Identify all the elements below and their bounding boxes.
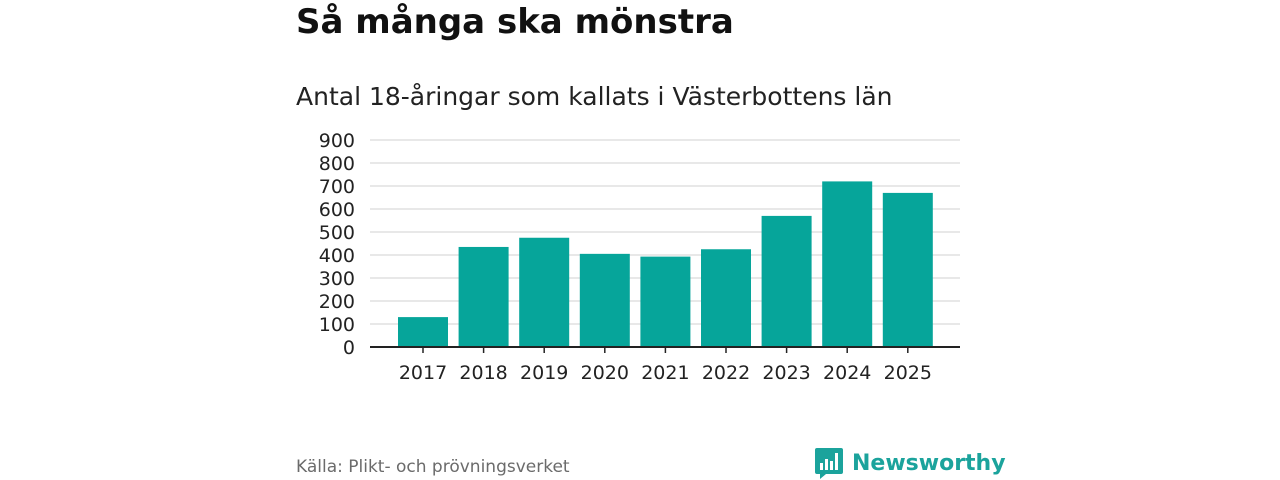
chart-title: Så många ska mönstra bbox=[296, 2, 734, 42]
y-tick-label: 100 bbox=[319, 314, 355, 336]
x-tick-label: 2025 bbox=[884, 362, 932, 384]
bar-2020 bbox=[579, 253, 630, 347]
axes bbox=[370, 346, 960, 353]
bar-2021 bbox=[640, 256, 691, 347]
brand-logo: Newsworthy bbox=[814, 446, 1006, 480]
y-tick-label: 200 bbox=[319, 291, 355, 313]
x-tick-label: 2023 bbox=[762, 362, 810, 384]
bar-2023 bbox=[761, 215, 812, 347]
y-tick-label: 600 bbox=[319, 199, 355, 221]
bars bbox=[398, 181, 933, 347]
brand-name: Newsworthy bbox=[852, 450, 1006, 476]
y-tick-label: 500 bbox=[319, 222, 355, 244]
x-tick-label: 2019 bbox=[520, 362, 568, 384]
x-tick-label: 2017 bbox=[399, 362, 447, 384]
chart-subtitle: Antal 18-åringar som kallats i Västerbot… bbox=[296, 82, 893, 111]
source-note: Källa: Plikt- och prövningsverket bbox=[296, 457, 570, 477]
bar-2025 bbox=[882, 192, 933, 347]
x-tick-label: 2021 bbox=[641, 362, 689, 384]
y-tick-label: 400 bbox=[319, 245, 355, 267]
bar-2017 bbox=[398, 317, 448, 347]
bar-2022 bbox=[701, 249, 751, 347]
y-tick-label: 900 bbox=[319, 130, 355, 152]
y-tick-label: 0 bbox=[343, 337, 355, 359]
newsworthy-logo-icon bbox=[815, 448, 843, 479]
x-tick-label: 2024 bbox=[823, 362, 871, 384]
x-tick-label: 2020 bbox=[581, 362, 629, 384]
x-tick-label: 2022 bbox=[702, 362, 750, 384]
bar-2018 bbox=[458, 246, 509, 347]
y-tick-label: 700 bbox=[319, 176, 355, 198]
bar-2024 bbox=[822, 181, 873, 347]
y-tick-label: 300 bbox=[319, 268, 355, 290]
bar-2019 bbox=[519, 237, 570, 347]
y-tick-label: 800 bbox=[319, 153, 355, 175]
x-tick-label: 2018 bbox=[459, 362, 507, 384]
